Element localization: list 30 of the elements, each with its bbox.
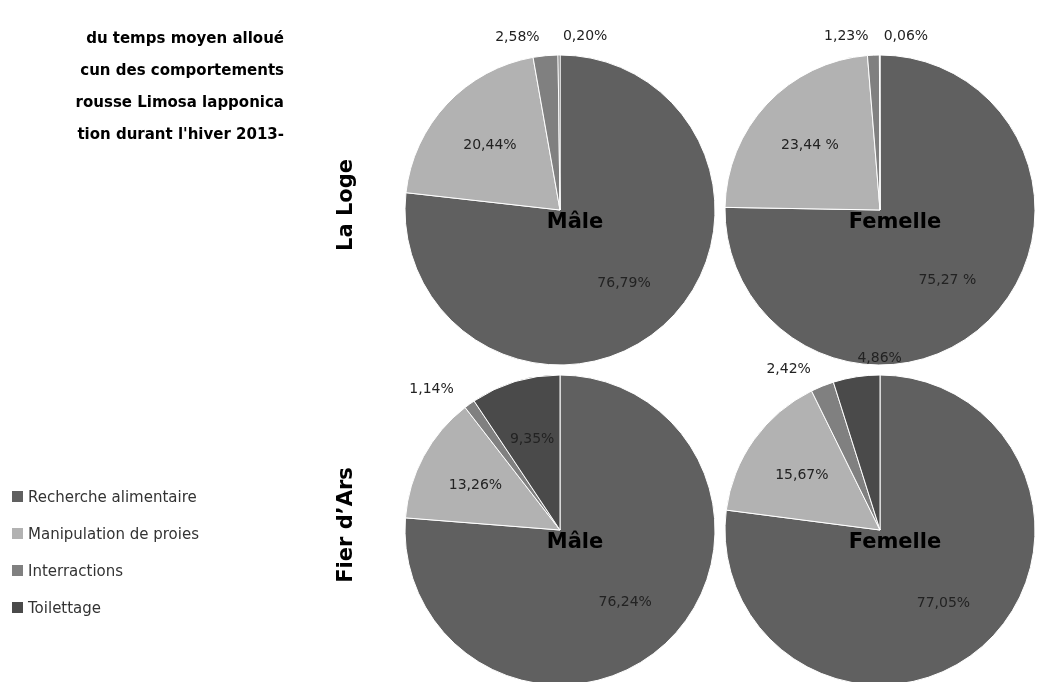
data-label: 76,24% (598, 592, 652, 609)
text: Femelle (847, 209, 943, 233)
data-label: 77,05% (916, 594, 971, 611)
text: tion durant l'hiver 2013- (76, 124, 284, 145)
text: Fier d’Ars (333, 467, 357, 583)
text: du temps moyen alloué (85, 28, 284, 49)
data-label: 0,06% (883, 27, 929, 43)
data-label: 76,79% (597, 273, 651, 290)
pie-slice (404, 54, 716, 366)
data-label: 2,58% (495, 27, 540, 44)
data-label: 0,20% (562, 27, 608, 43)
text: La Loge (333, 159, 357, 251)
data-label: 23,44 % (780, 136, 839, 153)
data-label: 2,42% (766, 359, 811, 376)
legend-label: Toilettage (28, 598, 102, 617)
legend-label: Interractions (28, 561, 124, 580)
data-label: 75,27 % (918, 270, 977, 287)
legend-label: Recherche alimentaire (28, 487, 197, 506)
data-label: 20,44% (463, 136, 517, 153)
data-label: 1,23% (824, 27, 869, 44)
text: Mâle (545, 529, 605, 553)
data-label: 1,14% (409, 379, 454, 396)
data-label: 15,67% (775, 466, 829, 483)
data-label: 13,26% (448, 476, 503, 493)
text: cun des comportements (79, 60, 284, 81)
text: rousse Limosa lapponica (74, 92, 284, 113)
legend-label: Manipulation de proies (28, 524, 199, 543)
text: Mâle (545, 209, 605, 233)
data-label: 4,86% (857, 349, 902, 366)
text: Femelle (847, 529, 943, 553)
